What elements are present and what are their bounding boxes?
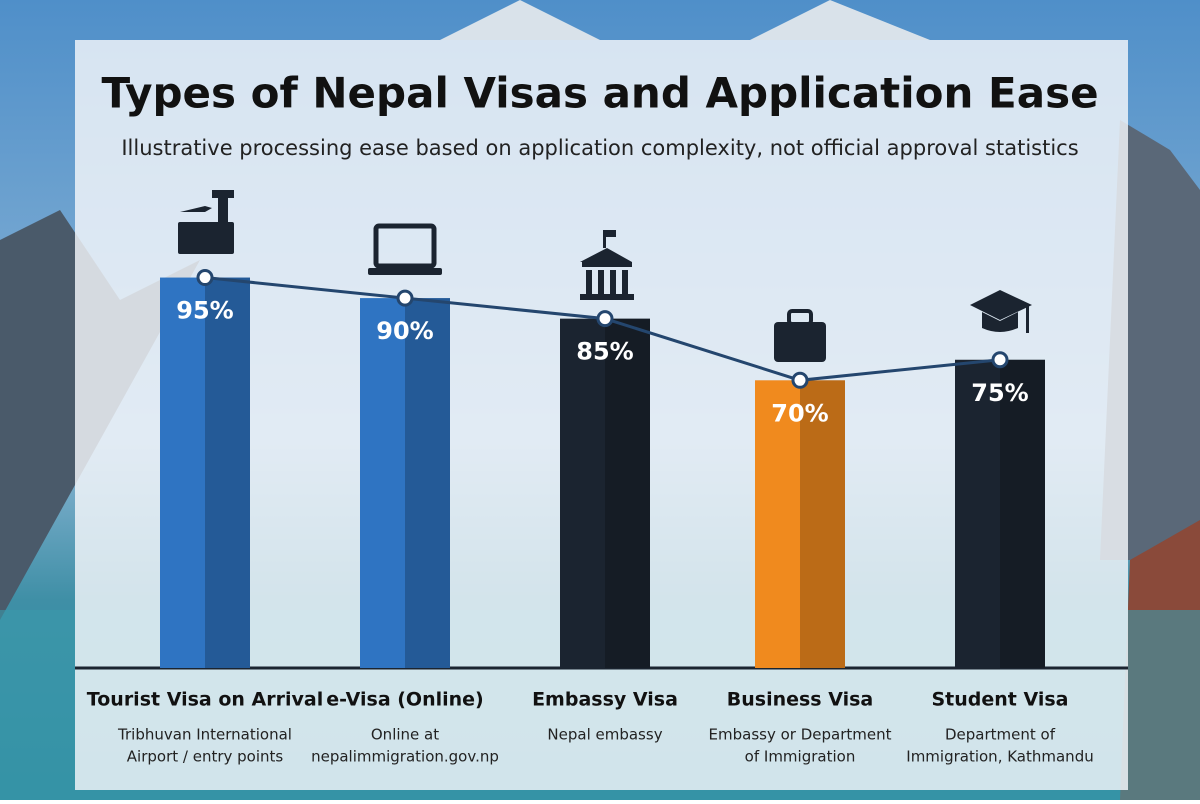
point — [596, 310, 614, 328]
category-label: e-Visa (Online) — [326, 689, 484, 711]
category-label: Embassy Visa — [532, 689, 678, 711]
value-label: 95% — [176, 297, 233, 325]
category-sublabel: of Immigration — [745, 748, 856, 766]
category-sublabel: Tribhuvan International — [117, 726, 292, 744]
category-label: Business Visa — [727, 689, 874, 711]
value-label: 85% — [576, 338, 633, 366]
point — [791, 371, 809, 389]
point — [196, 269, 214, 287]
value-label: 75% — [971, 379, 1028, 407]
icons — [178, 190, 1032, 362]
category-sublabel: Embassy or Department — [709, 726, 892, 744]
bar-shade — [205, 277, 250, 668]
bar-shade — [1000, 359, 1045, 668]
category-sublabel: nepalimmigration.gov.np — [311, 748, 499, 766]
bar — [360, 298, 450, 668]
point — [396, 289, 414, 307]
category-label: Student Visa — [931, 689, 1068, 711]
category-label: Tourist Visa on Arrival — [87, 689, 323, 711]
bar — [955, 359, 1045, 668]
bar — [755, 380, 845, 668]
chart-subtitle: Illustrative processing ease based on ap… — [121, 136, 1078, 160]
category-sublabel: Immigration, Kathmandu — [906, 748, 1093, 766]
bar — [560, 318, 650, 668]
category-sublabel: Airport / entry points — [127, 748, 284, 766]
point — [991, 351, 1009, 369]
bar-shade — [800, 380, 845, 668]
category-sublabel: Department of — [945, 726, 1056, 744]
bar-shade — [405, 298, 450, 668]
category-sublabel: Online at — [371, 726, 439, 744]
chart-title: Types of Nepal Visas and Application Eas… — [101, 69, 1098, 118]
bar-shade — [605, 318, 650, 668]
value-label: 90% — [376, 317, 433, 345]
bar — [160, 277, 250, 668]
category-sublabel: Nepal embassy — [547, 726, 662, 744]
value-label: 70% — [771, 399, 828, 427]
